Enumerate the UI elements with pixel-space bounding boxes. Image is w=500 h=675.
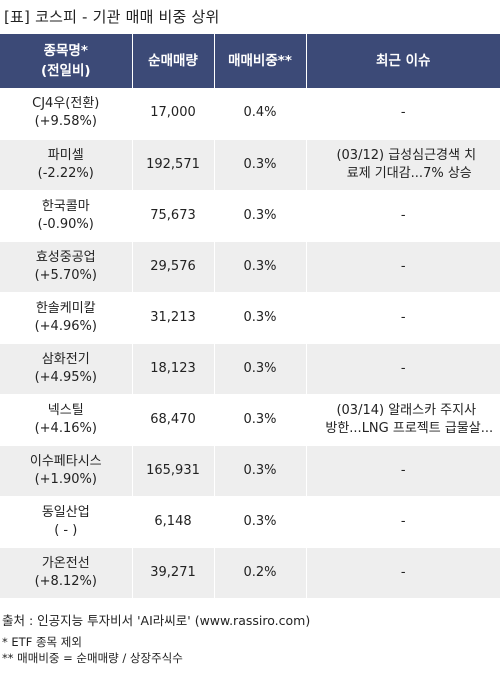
stock-change: (+8.12%) (34, 573, 97, 589)
header-stock-name-label: 종목명* (43, 43, 88, 59)
stock-name-cell: 삼화전기 (+4.95%) (0, 343, 133, 394)
stock-name[interactable]: 가온전선 (41, 555, 90, 571)
table-row: 효성중공업 (+5.70%) 29,576 0.3% - (0, 241, 500, 292)
header-change-label: (전일비) (40, 63, 91, 79)
recent-issue: - (306, 241, 500, 292)
stock-name-cell: 넥스틸 (+4.16%) (0, 394, 133, 445)
table-row: 동일산업 ( - ) 6,148 0.3% - (0, 496, 500, 547)
trade-ratio: 0.2% (214, 547, 307, 598)
recent-issue: - (306, 343, 500, 394)
issue-line-1: - (400, 564, 406, 580)
stock-name-cell: 효성중공업 (+5.70%) (0, 241, 133, 292)
issue-line-2: 료제 기대감...7% 상승 (346, 165, 472, 181)
trade-ratio: 0.3% (214, 139, 307, 190)
recent-issue: - (306, 190, 500, 241)
trade-ratio: 0.3% (214, 394, 307, 445)
stock-change: (+4.16%) (34, 420, 97, 436)
header-recent-issue: 최근 이슈 (306, 34, 500, 88)
recent-issue: - (306, 292, 500, 343)
source-note: 출처 : 인공지능 투자비서 'AI라씨로' (www.rassiro.com) (2, 613, 311, 628)
issue-line-1: (03/12) 급성심근경색 치 (336, 147, 477, 163)
recent-issue: - (306, 445, 500, 496)
institution-trading-table: 종목명* (전일비) 순매매량 매매비중** 최근 이슈 CJ4우(전환) (+9… (0, 34, 500, 599)
net-volume: 39,271 (132, 547, 215, 598)
footnote-ratio: ** 매매비중 = 순매매량 / 상장주식수 (2, 651, 183, 665)
net-volume: 18,123 (132, 343, 215, 394)
table-row: 한솔케미칼 (+4.96%) 31,213 0.3% - (0, 292, 500, 343)
stock-change: (-0.90%) (37, 216, 94, 232)
header-net-volume: 순매매량 (132, 34, 215, 88)
stock-name[interactable]: 파미셀 (47, 147, 84, 163)
stock-name[interactable]: 이수페타시스 (29, 453, 102, 469)
stock-name-cell: 동일산업 ( - ) (0, 496, 133, 547)
issue-line-1: - (400, 309, 406, 325)
stock-change: (-2.22%) (37, 165, 94, 181)
trade-ratio: 0.3% (214, 496, 307, 547)
trade-ratio: 0.3% (214, 241, 307, 292)
table-row: 삼화전기 (+4.95%) 18,123 0.3% - (0, 343, 500, 394)
recent-issue: - (306, 496, 500, 547)
issue-line-1: (03/14) 알래스카 주지사 (336, 402, 477, 418)
table-row: 가온전선 (+8.12%) 39,271 0.2% - (0, 547, 500, 598)
stock-name-cell: CJ4우(전환) (+9.58%) (0, 88, 133, 139)
stock-name-cell: 가온전선 (+8.12%) (0, 547, 133, 598)
table-row: 파미셀 (-2.22%) 192,571 0.3% (03/12) 급성심근경색 치 료제… (0, 139, 500, 190)
trade-ratio: 0.3% (214, 343, 307, 394)
stock-change: (+4.96%) (34, 318, 97, 334)
table-row: 이수페타시스 (+1.90%) 165,931 0.3% - (0, 445, 500, 496)
net-volume: 6,148 (132, 496, 215, 547)
stock-change: ( - ) (54, 522, 78, 538)
net-volume: 192,571 (132, 139, 215, 190)
net-volume: 31,213 (132, 292, 215, 343)
table-row: CJ4우(전환) (+9.58%) 17,000 0.4% - (0, 88, 500, 139)
recent-issue: - (306, 547, 500, 598)
issue-line-1: - (400, 207, 406, 223)
issue-line-1: - (400, 513, 406, 529)
stock-name[interactable]: 한국콜마 (41, 198, 90, 214)
recent-issue: - (306, 88, 500, 139)
stock-change: (+1.90%) (34, 471, 97, 487)
trade-ratio: 0.3% (214, 445, 307, 496)
stock-name[interactable]: CJ4우(전환) (32, 96, 100, 112)
trade-ratio: 0.3% (214, 292, 307, 343)
header-trade-ratio: 매매비중** (214, 34, 307, 88)
issue-line-1: - (400, 360, 406, 376)
table-row: 넥스틸 (+4.16%) 68,470 0.3% (03/14) 알래스카 주지사 방한.… (0, 394, 500, 445)
issue-line-2: 방한...LNG 프로젝트 급물살... (325, 420, 494, 436)
net-volume: 17,000 (132, 88, 215, 139)
stock-name[interactable]: 넥스틸 (47, 402, 84, 418)
trade-ratio: 0.3% (214, 190, 307, 241)
issue-line-1: - (400, 258, 406, 274)
trade-ratio: 0.4% (214, 88, 307, 139)
stock-change: (+9.58%) (34, 114, 97, 130)
stock-change: (+5.70%) (34, 267, 97, 283)
stock-name[interactable]: 효성중공업 (35, 249, 96, 265)
stock-name[interactable]: 한솔케미칼 (35, 300, 96, 316)
stock-change: (+4.95%) (34, 369, 97, 385)
net-volume: 165,931 (132, 445, 215, 496)
net-volume: 29,576 (132, 241, 215, 292)
stock-name-cell: 파미셀 (-2.22%) (0, 139, 133, 190)
footnote-etf: * ETF 종목 제외 (2, 635, 82, 649)
stock-name[interactable]: 동일산업 (41, 504, 90, 520)
net-volume: 68,470 (132, 394, 215, 445)
stock-name-cell: 이수페타시스 (+1.90%) (0, 445, 133, 496)
net-volume: 75,673 (132, 190, 215, 241)
header-stock-name: 종목명* (전일비) (0, 34, 133, 88)
page-title: [표] 코스피 - 기관 매매 비중 상위 (4, 8, 220, 26)
issue-line-1: - (400, 105, 406, 121)
table-header-row: 종목명* (전일비) 순매매량 매매비중** 최근 이슈 (0, 34, 500, 88)
stock-name[interactable]: 삼화전기 (41, 351, 90, 367)
table-row: 한국콜마 (-0.90%) 75,673 0.3% - (0, 190, 500, 241)
stock-name-cell: 한솔케미칼 (+4.96%) (0, 292, 133, 343)
issue-line-1: - (400, 462, 406, 478)
stock-name-cell: 한국콜마 (-0.90%) (0, 190, 133, 241)
